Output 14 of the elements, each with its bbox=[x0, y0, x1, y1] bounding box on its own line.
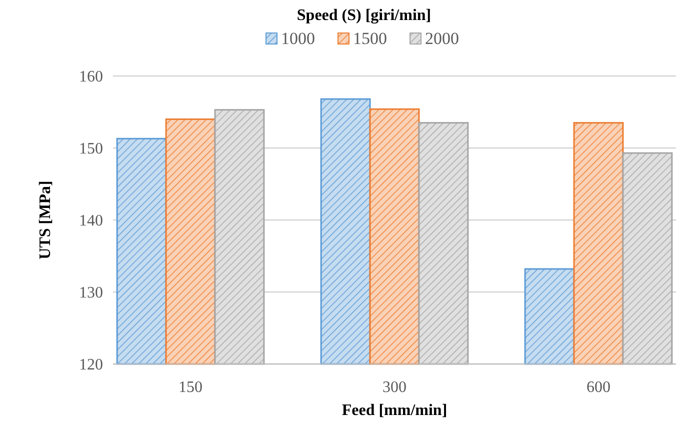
y-tick-label: 140 bbox=[79, 212, 103, 230]
y-tick-label: 130 bbox=[79, 284, 103, 302]
legend-title: Speed (S) [giri/min] bbox=[296, 7, 432, 24]
y-tick-label: 160 bbox=[79, 68, 103, 86]
y-tick-label: 150 bbox=[79, 140, 103, 158]
legend-label: 2000 bbox=[425, 29, 459, 48]
x-tick-label: 300 bbox=[382, 379, 406, 396]
legend-label: 1000 bbox=[281, 29, 315, 48]
legend-label: 1500 bbox=[353, 29, 387, 48]
x-tick-label: 600 bbox=[586, 379, 610, 396]
x-tick-label: 150 bbox=[178, 379, 203, 396]
x-axis-title: Feed [mm/min] bbox=[342, 402, 448, 419]
y-axis-title: UTS [MPa] bbox=[37, 180, 54, 260]
y-tick-label: 120 bbox=[79, 356, 103, 374]
